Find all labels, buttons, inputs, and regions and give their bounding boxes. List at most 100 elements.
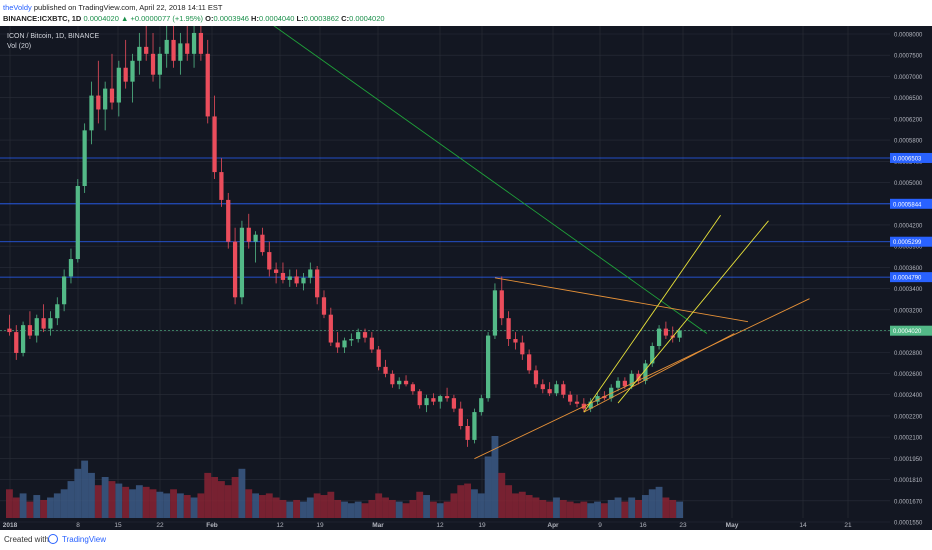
candle-body	[636, 373, 641, 381]
x-tick-label: 12	[436, 522, 444, 529]
volume-bar	[81, 460, 89, 518]
candle-body	[656, 328, 662, 346]
chart-header: theVoldy published on TradingView.com, A…	[0, 0, 932, 26]
volume-bar	[395, 501, 403, 518]
volume-bar	[60, 489, 68, 518]
volume-bar	[491, 436, 499, 518]
candle-body	[465, 426, 470, 440]
candle-body	[540, 384, 545, 390]
candle-body	[144, 46, 149, 54]
y-tick-label: 0.0002400	[894, 393, 923, 399]
volume-bar	[300, 501, 307, 518]
volume-bar	[628, 497, 636, 518]
candle-body	[663, 328, 669, 336]
high-value: 0.0004040	[258, 14, 295, 23]
close-value: 0.0004020	[349, 14, 385, 23]
candle-body	[472, 412, 477, 440]
volume-bar	[375, 493, 383, 518]
volume-bar	[443, 501, 451, 518]
volume-bar	[259, 495, 266, 518]
volume-bar	[361, 503, 369, 518]
volume-bar	[621, 501, 629, 518]
x-tick-label: Apr	[547, 522, 559, 529]
volume-bar	[464, 483, 472, 518]
candle-body	[349, 339, 354, 341]
candle-body	[410, 384, 416, 392]
volume-bar	[156, 491, 164, 518]
volume-bar	[354, 501, 362, 518]
x-tick-label: 22	[156, 522, 164, 529]
candle-body	[253, 234, 258, 242]
volume-bar	[559, 499, 567, 518]
candle-body	[68, 259, 74, 277]
x-tick-label: 16	[639, 522, 647, 529]
y-tick-label: 0.0001810	[894, 478, 923, 484]
volume-bar	[286, 501, 294, 518]
volume-bar	[648, 489, 656, 518]
trendline-yellow-channel-upper	[583, 214, 721, 413]
y-tick-label: 0.0006500	[894, 96, 923, 102]
candle-body	[226, 199, 231, 242]
volume-bar	[183, 495, 191, 518]
candle-body	[492, 290, 498, 336]
author-link[interactable]: theVoldy	[3, 3, 32, 12]
candle-body	[239, 227, 245, 298]
high-label: H:	[251, 14, 259, 23]
x-tick-label: 2018	[3, 522, 18, 529]
price-chart[interactable]: 0.0008000 0.0007500 0.0007000 0.0006500 0.00…	[0, 26, 932, 530]
volume-bar	[532, 497, 540, 518]
trendline-orange-upper	[494, 277, 749, 323]
candle-body	[62, 276, 67, 305]
volume-bar	[471, 489, 478, 518]
volume-bar	[347, 503, 355, 518]
candle-body	[308, 269, 313, 278]
volume-bar	[573, 503, 581, 518]
candle-body	[424, 398, 429, 406]
volume-bar	[26, 501, 34, 518]
volume-bar	[327, 491, 335, 518]
volume-bar	[101, 477, 109, 518]
volume-bar	[409, 499, 417, 518]
candle-body	[109, 88, 115, 103]
candle-body	[595, 396, 600, 402]
volume-bar	[388, 499, 396, 518]
y-tick-label: 0.0001670	[894, 499, 923, 505]
volume-bar	[67, 481, 75, 518]
candle-body	[191, 32, 197, 54]
candle-body	[554, 384, 559, 394]
chart-area[interactable]: 0.0008000 0.0007500 0.0007000 0.0006500 0.00…	[0, 26, 932, 530]
candle-body	[82, 130, 87, 186]
volume-bar	[224, 485, 232, 518]
candle-body	[267, 252, 272, 270]
volume-bar	[33, 495, 41, 518]
candle-body	[89, 95, 94, 131]
volume-bar	[587, 503, 595, 518]
last-price: 0.0004020	[83, 14, 119, 23]
volume-bar	[477, 493, 485, 518]
candle-body	[458, 408, 463, 426]
ohlc-line: BINANCE:ICXBTC, 1D 0.0004020 ▲ +0.000007…	[3, 14, 385, 23]
candle-body	[328, 314, 333, 343]
y-tick-label: 0.0006200	[894, 117, 923, 123]
volume-bar	[204, 472, 212, 518]
volume-bar	[320, 495, 328, 518]
low-label: L:	[296, 14, 304, 23]
volume-bar	[245, 489, 253, 518]
tradingview-brand[interactable]: TradingView	[62, 535, 107, 544]
chart-footer: Created with TradingView	[0, 530, 932, 550]
y-tick-label: 0.0001550	[894, 521, 923, 527]
x-tick-label: 19	[316, 522, 324, 529]
candle-body	[485, 335, 491, 399]
x-tick-label: 8	[76, 522, 80, 529]
y-tick-label: 0.0007000	[894, 75, 923, 81]
trendline-green-resistance	[273, 26, 708, 334]
volume-bar	[12, 497, 20, 518]
x-tick-label: 9	[598, 522, 602, 529]
trendline-yellow-channel-lower	[617, 220, 769, 404]
volume-bar	[122, 486, 130, 518]
open-label: O:	[205, 14, 214, 23]
volume-bar	[607, 499, 615, 518]
y-tick-label: 0.0003600	[894, 266, 923, 272]
symbol-label: BINANCE:ICXBTC, 1D	[3, 14, 82, 23]
volume-bar	[190, 497, 198, 518]
